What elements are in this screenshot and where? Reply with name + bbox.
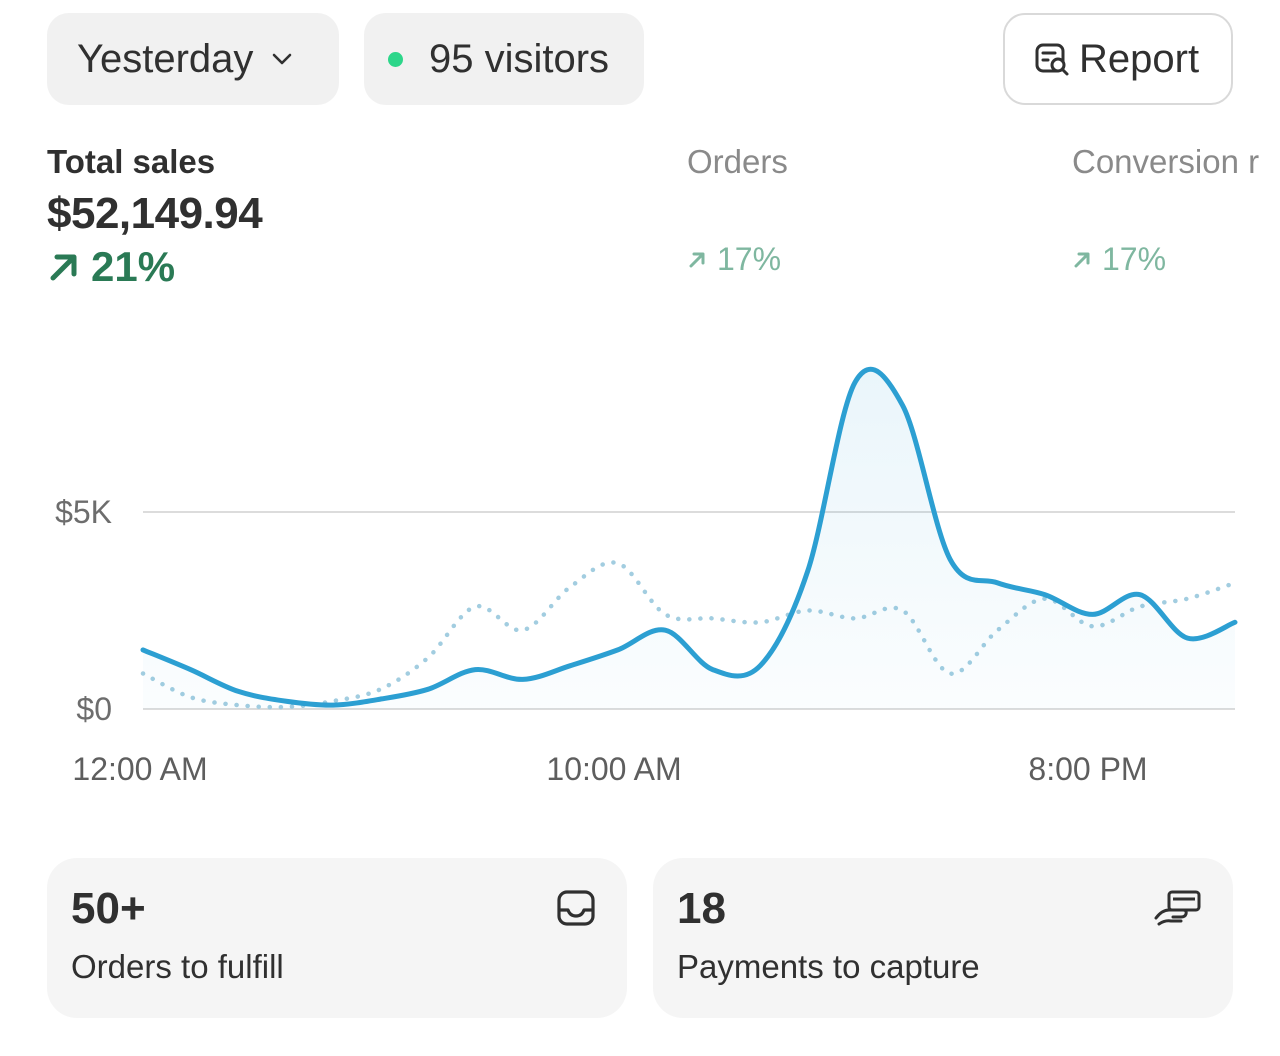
report-icon: [1033, 40, 1071, 78]
x-tick-label: 8:00 PM: [1028, 751, 1147, 787]
current-series-line: [140, 366, 1238, 708]
arrow-up-right-icon: [50, 254, 77, 281]
metric-change: 17%: [1072, 241, 1259, 278]
hand-payment-icon: [1153, 888, 1203, 928]
metric-value: $52,149.94: [47, 189, 263, 238]
metric-conversion-rate[interactable]: Conversion r 17%: [1072, 143, 1259, 278]
visitors-count: 95 visitors: [429, 36, 610, 81]
y-tick-label: $5K: [55, 494, 112, 530]
series-layer: [140, 366, 1238, 710]
arrow-up-right-icon: [689, 252, 705, 267]
date-range-selector[interactable]: Yesterday: [47, 13, 339, 105]
arrow-up-right-icon: [1074, 252, 1090, 267]
card-label: Payments to capture: [677, 948, 980, 985]
sales-line-chart[interactable]: $5K $0 12:00 AM 10:00 AM 8:00 PM: [0, 330, 1280, 810]
x-tick-label: 12:00 AM: [72, 751, 207, 787]
card-count: 18: [677, 884, 726, 933]
metric-change: 21%: [47, 243, 262, 291]
report-label: Report: [1079, 36, 1200, 81]
chevron-down-icon: [271, 52, 293, 66]
metric-change-value: 21%: [91, 243, 176, 290]
live-visitors-badge[interactable]: 95 visitors: [364, 13, 644, 105]
metric-label: Orders: [687, 143, 788, 180]
metric-change-value: 17%: [1102, 241, 1167, 277]
metric-change: 17%: [687, 241, 788, 278]
y-tick-label: $0: [76, 691, 112, 727]
report-button[interactable]: Report: [1003, 13, 1233, 105]
metric-change-value: 17%: [717, 241, 782, 277]
metric-total-sales[interactable]: Total sales $52,149.94 21%: [47, 143, 263, 291]
date-range-label: Yesterday: [77, 36, 254, 81]
x-tick-label: 10:00 AM: [546, 751, 681, 787]
metric-orders[interactable]: Orders 17%: [687, 143, 788, 278]
current-series-area: [143, 369, 1235, 709]
live-status-dot-icon: [388, 51, 403, 67]
inbox-icon: [555, 888, 597, 928]
card-count: 50+: [71, 884, 146, 933]
metric-label: Total sales: [47, 143, 216, 180]
payments-to-capture-card[interactable]: 18 Payments to capture: [653, 858, 1233, 1018]
card-label: Orders to fulfill: [71, 948, 284, 985]
orders-to-fulfill-card[interactable]: 50+ Orders to fulfill: [47, 858, 627, 1018]
metric-label: Conversion r: [1072, 143, 1260, 180]
